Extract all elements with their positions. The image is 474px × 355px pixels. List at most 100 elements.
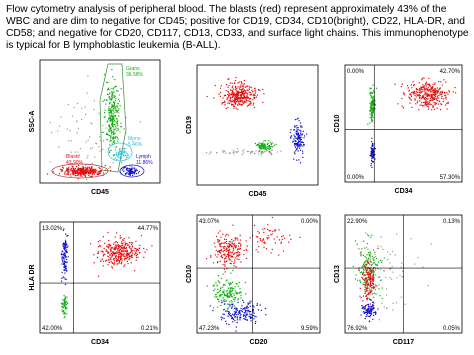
event-dot — [254, 90, 256, 92]
event-dot — [242, 94, 245, 96]
event-dot — [238, 88, 240, 90]
event-dot — [389, 268, 391, 270]
event-dot — [228, 241, 230, 243]
event-dot — [93, 173, 95, 175]
event-dot — [113, 249, 115, 251]
event-dot — [99, 167, 101, 170]
event-dot — [239, 315, 241, 317]
event-dot — [113, 252, 115, 254]
event-dot — [107, 88, 109, 90]
event-dot — [58, 173, 61, 175]
event-dot — [366, 290, 368, 292]
event-dot — [424, 91, 426, 93]
event-dot — [93, 254, 95, 256]
event-dot — [371, 301, 374, 303]
event-dot — [421, 79, 423, 81]
event-dot — [82, 173, 84, 175]
event-dot — [373, 304, 375, 306]
event-dot — [448, 91, 451, 93]
event-dot — [218, 281, 220, 283]
event-dot — [124, 154, 127, 157]
event-dot — [237, 254, 239, 256]
event-dot — [64, 299, 66, 301]
gate-percent: 43.90% — [66, 160, 84, 166]
event-dot — [296, 125, 298, 127]
event-dot — [206, 95, 208, 98]
event-dot — [64, 313, 66, 315]
event-dot — [93, 169, 95, 171]
event-dot — [68, 174, 70, 176]
event-dot — [264, 144, 266, 146]
event-dot — [219, 260, 221, 262]
event-dot — [224, 254, 226, 256]
event-dot — [271, 248, 273, 250]
event-dot — [220, 249, 222, 251]
event-dot — [301, 134, 303, 136]
event-dot — [127, 263, 129, 265]
event-dot — [232, 269, 234, 271]
event-dot — [300, 145, 302, 147]
event-dot — [253, 96, 255, 98]
event-dot — [440, 103, 442, 105]
event-dot — [104, 242, 106, 244]
event-dot — [270, 143, 272, 146]
event-dot — [111, 116, 113, 118]
event-dot — [64, 243, 66, 245]
event-dot — [253, 97, 256, 99]
event-dot — [413, 84, 415, 86]
event-dot — [416, 94, 418, 96]
event-dot — [78, 154, 80, 156]
event-dot — [428, 83, 431, 85]
event-dot — [114, 242, 116, 244]
event-dot — [129, 174, 131, 176]
event-dot — [254, 88, 256, 90]
event-dot — [237, 91, 239, 93]
event-dot — [113, 159, 115, 161]
quadrant-percent: 0.05% — [443, 326, 461, 332]
event-dot — [128, 258, 130, 261]
event-dot — [255, 144, 257, 146]
event-dot — [370, 272, 373, 274]
event-dot — [65, 297, 67, 299]
event-dot — [432, 85, 434, 88]
event-dot — [298, 141, 300, 143]
event-dot — [51, 132, 53, 134]
event-dot — [377, 247, 379, 249]
event-dot — [116, 259, 118, 261]
event-dot — [123, 148, 125, 150]
event-dot — [410, 94, 412, 96]
event-dot — [228, 311, 230, 313]
event-dot — [64, 255, 66, 257]
event-dot — [367, 234, 369, 236]
quadrant-percent: 43.07% — [199, 219, 220, 225]
event-dot — [236, 255, 238, 257]
event-dot — [365, 232, 367, 234]
event-dot — [369, 270, 371, 272]
event-dot — [444, 92, 446, 94]
event-dot — [290, 129, 292, 131]
event-dot — [260, 154, 262, 156]
event-dot — [70, 151, 72, 153]
event-dot — [422, 105, 424, 107]
event-dot — [83, 174, 85, 176]
event-dot — [85, 141, 87, 143]
event-dot — [65, 256, 67, 258]
event-dot — [366, 286, 368, 289]
event-dot — [229, 292, 231, 294]
event-dot — [233, 310, 235, 313]
event-dot — [220, 246, 222, 248]
event-dot — [434, 92, 436, 95]
event-dot — [232, 298, 235, 300]
event-dot — [242, 85, 244, 87]
event-dot — [452, 91, 454, 93]
event-dot — [217, 298, 219, 300]
event-dot — [238, 81, 240, 83]
event-dot — [116, 130, 118, 132]
event-dot — [300, 134, 302, 136]
event-dot — [371, 153, 373, 155]
event-dot — [260, 151, 262, 153]
event-dot — [143, 256, 145, 258]
event-dot — [123, 248, 125, 250]
event-dot — [439, 92, 441, 94]
event-dot — [438, 89, 440, 91]
